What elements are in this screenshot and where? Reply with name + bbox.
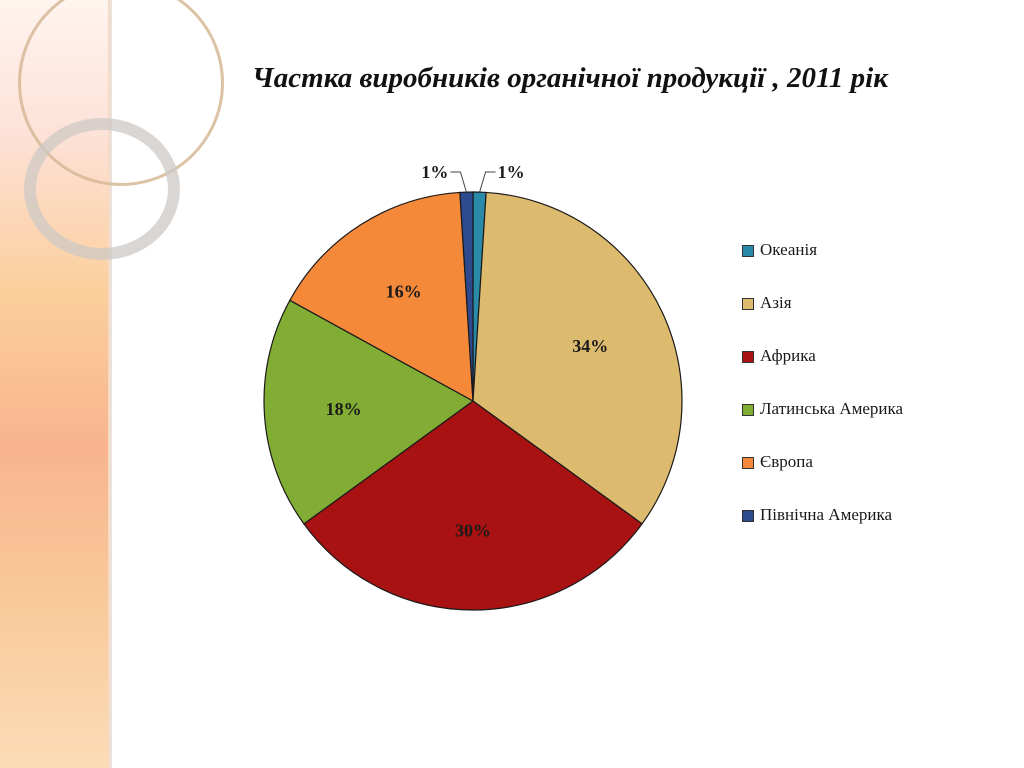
leader-line xyxy=(450,171,467,193)
slice-label: 30% xyxy=(455,521,491,541)
legend-item: Латинська Америка xyxy=(742,399,903,452)
legend-item: Океанія xyxy=(742,240,903,293)
pie-slice xyxy=(303,400,643,611)
leader-line xyxy=(479,171,496,193)
chart-title: Частка виробників органічної продукції ,… xyxy=(252,62,888,94)
slice-label: 18% xyxy=(326,399,362,419)
pie-slice xyxy=(289,191,474,403)
legend-item: Азія xyxy=(742,293,903,346)
legend-label: Азія xyxy=(760,293,792,312)
slice-label: 16% xyxy=(386,282,422,302)
legend-swatch xyxy=(742,510,754,522)
legend-swatch xyxy=(742,351,754,363)
chart-legend: Океанія Азія Африка Латинська Америка Європа… xyxy=(742,240,903,558)
legend-item: Африка xyxy=(742,346,903,399)
slice-label: 1% xyxy=(498,162,525,182)
legend-label: Латинська Америка xyxy=(760,399,904,418)
legend-label: Північна Америка xyxy=(760,505,893,524)
pie-slice xyxy=(263,299,475,525)
legend-label: Європа xyxy=(760,452,813,471)
legend-swatch xyxy=(742,457,754,469)
legend-swatch xyxy=(742,245,754,257)
legend-label: Африка xyxy=(760,346,816,365)
slice-label: 34% xyxy=(572,336,608,356)
legend-swatch xyxy=(742,404,754,416)
legend-label: Океанія xyxy=(760,240,818,259)
pie-slice xyxy=(472,191,683,525)
legend-swatch xyxy=(742,298,754,310)
slice-label: 1% xyxy=(421,162,448,182)
legend-item: Європа xyxy=(742,452,903,505)
legend-item: Північна Америка xyxy=(742,505,903,558)
